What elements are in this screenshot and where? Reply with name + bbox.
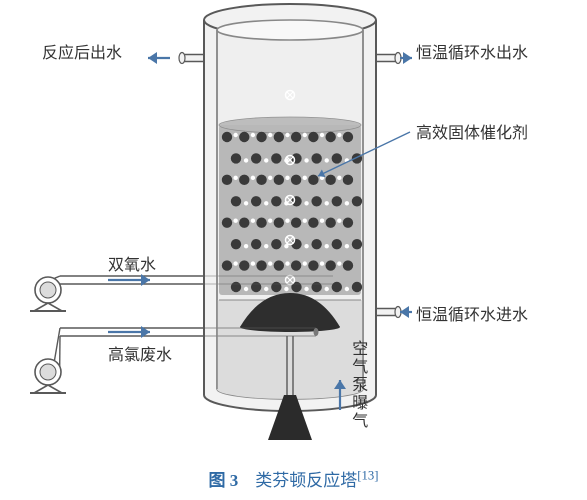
inlet-thermo-arrow — [400, 306, 412, 318]
label-air: 空气泵曝气 — [348, 340, 367, 430]
figure-caption: 图 3 类芬顿反应塔[13] — [0, 466, 587, 491]
caption-title: 类芬顿反应塔 — [255, 471, 357, 490]
outlet-reacted-arrow — [148, 52, 170, 64]
label-outlet-thermo: 恒温循环水出水 — [416, 44, 528, 63]
outlet-thermo-arrow — [400, 52, 412, 64]
label-catalyst: 高效固体催化剂 — [416, 124, 528, 143]
label-high-cl: 高氯废水 — [108, 346, 172, 365]
label-inlet-thermo: 恒温循环水进水 — [416, 306, 528, 325]
caption-prefix: 图 3 — [209, 471, 239, 490]
label-h2o2: 双氧水 — [108, 256, 156, 275]
label-outlet-reacted: 反应后出水 — [42, 44, 122, 63]
caption-sup: [13] — [357, 468, 378, 482]
catalyst-bed — [219, 125, 361, 295]
